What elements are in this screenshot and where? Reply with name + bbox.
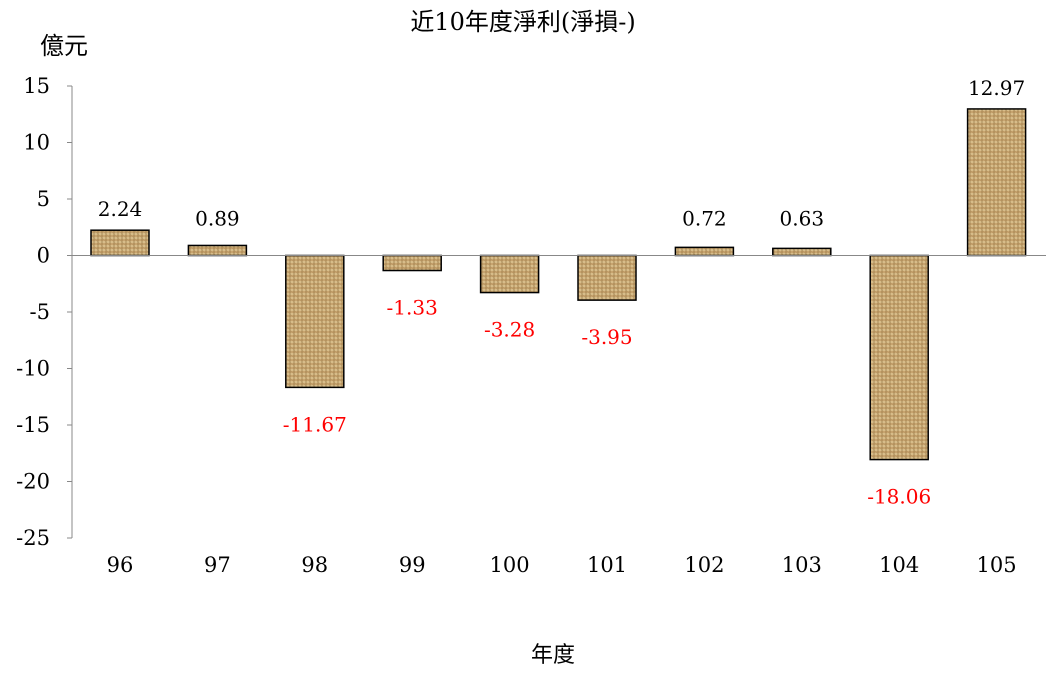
y-tick-label: -15 [16,413,50,437]
x-tick-labels: 96 97 98 99 100 101 102 103 104 105 [107,553,1017,577]
data-label-96: 2.24 [98,197,143,221]
y-axis-label: 億元 [40,32,88,60]
y-axis: 15 10 5 0 -5 -10 -15 -20 -25 [16,74,73,550]
bar-99 [382,254,442,272]
y-tick-label: 15 [23,74,50,98]
bar-105 [966,108,1027,257]
x-tick-label-103: 103 [782,553,822,577]
bar-96 [90,229,150,257]
x-tick-label-101: 101 [587,553,627,577]
x-tick-label-105: 105 [977,553,1017,577]
data-label-98: -11.67 [283,412,347,436]
y-tick-label: 10 [23,131,50,155]
bar-102 [674,246,735,257]
y-tick-label: -5 [30,300,50,324]
bar-series [90,108,1027,461]
bar-103 [772,247,832,257]
bar-97 [187,244,248,257]
data-label-102: 0.72 [682,207,727,231]
data-label-101: -3.95 [581,325,632,349]
x-axis-label: 年度 [531,643,575,668]
y-tick-label: 0 [37,244,50,268]
x-tick-label-102: 102 [684,553,724,577]
data-label-104: -18.06 [867,485,931,509]
bar-98 [285,254,345,389]
x-tick-label-96: 96 [107,553,134,577]
data-label-97: 0.89 [195,207,240,231]
x-tick-label-99: 99 [399,553,426,577]
x-tick-label-98: 98 [301,553,328,577]
y-tick-label: 5 [37,187,50,211]
x-tick-label-104: 104 [879,553,919,577]
x-tick-label-97: 97 [204,553,231,577]
y-tick-label: -10 [16,357,50,381]
data-label-100: -3.28 [484,318,535,342]
bar-100 [479,254,540,294]
y-tick-label: -20 [16,470,50,494]
data-labels: 2.24 0.89 -11.67 -1.33 -3.28 -3.95 0.72 0.63 -18… [98,76,1025,509]
bar-104 [869,254,929,461]
chart-title: 近10年度淨利(淨損-) [410,8,635,36]
x-tick-label-100: 100 [490,553,530,577]
y-tick-label: -25 [16,526,50,550]
data-label-103: 0.63 [780,207,825,231]
bar-101 [577,254,637,301]
data-label-105: 12.97 [968,76,1025,100]
data-label-99: -1.33 [387,296,438,320]
